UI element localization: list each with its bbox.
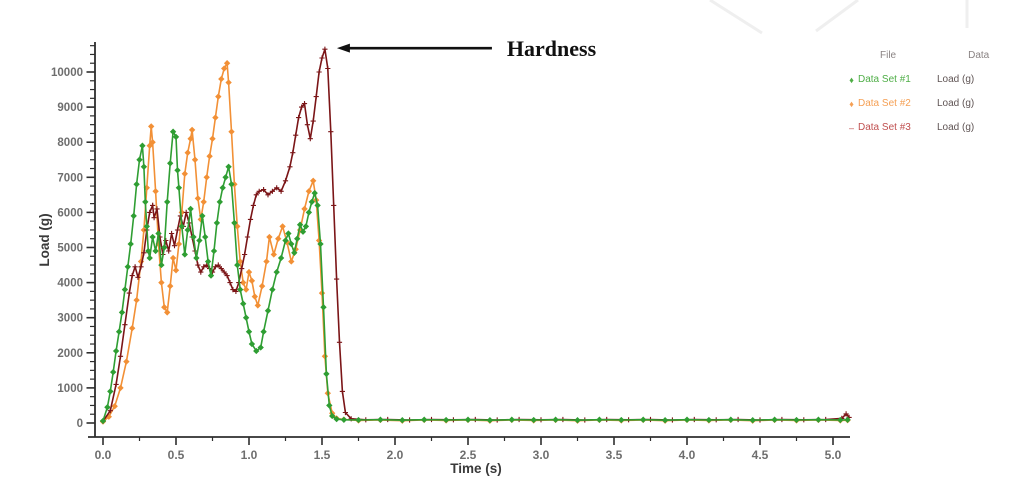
series-line-1[interactable] — [102, 129, 848, 422]
y-tick-label: 10000 — [51, 67, 83, 79]
y-axis-label: Load (g) — [37, 213, 52, 266]
x-tick-label: 4.0 — [679, 448, 696, 462]
legend-headers: File Data — [845, 50, 1023, 62]
legend-file-name: Data Set #1 — [858, 74, 911, 85]
x-axis-label: Time (s) — [450, 461, 502, 476]
x-tick-label: 4.5 — [752, 448, 769, 462]
legend-file-name: Data Set #3 — [858, 122, 911, 133]
x-tick-label: 1.0 — [241, 448, 258, 462]
y-tick-label: 9000 — [57, 102, 83, 114]
x-tick-label: 2.0 — [387, 448, 404, 462]
series-markers-1 — [99, 128, 851, 425]
series-3-marker-icon: – — [848, 123, 854, 133]
legend-file-name: Data Set #2 — [858, 98, 911, 109]
y-tick-label: 3000 — [57, 313, 83, 325]
x-tick-label: 0.0 — [95, 448, 112, 462]
y-tick-label: 4000 — [57, 278, 83, 290]
legend-data-name: Load (g) — [937, 122, 975, 133]
legend-column-data: Data — [968, 50, 990, 61]
x-tick-label: 5.0 — [825, 448, 842, 462]
x-tick-label: 1.5 — [314, 448, 331, 462]
y-tick-label: 1000 — [57, 383, 83, 395]
legend-item-data-set-1[interactable]: ♦ Data Set #1 Load (g) — [845, 68, 1023, 92]
y-tick-label: 6000 — [57, 207, 83, 219]
x-tick-label: 2.5 — [460, 448, 477, 462]
y-tick-label: 7000 — [57, 172, 83, 184]
x-tick-label: 3.0 — [533, 448, 550, 462]
x-tick-label: 0.5 — [168, 448, 185, 462]
legend-data-name: Load (g) — [937, 74, 975, 85]
annotation-arrowhead-icon — [336, 43, 350, 53]
y-tick-label: 5000 — [57, 243, 83, 255]
annotation-label: Hardness — [507, 36, 597, 61]
legend: File Data ♦ Data Set #1 Load (g) ♦ Data … — [845, 50, 1023, 140]
y-tick-label: 2000 — [57, 348, 83, 360]
legend-column-file: File — [880, 50, 897, 61]
y-tick-label: 8000 — [57, 137, 83, 149]
series-markers-3 — [100, 46, 852, 424]
legend-data-name: Load (g) — [937, 98, 975, 109]
series-markers-2 — [99, 60, 851, 425]
y-tick-label: 0 — [77, 418, 83, 430]
watermark-lines — [709, 0, 969, 35]
series-1-marker-icon: ♦ — [849, 75, 854, 85]
x-tick-label: 3.5 — [606, 448, 623, 462]
series-2-marker-icon: ♦ — [849, 99, 854, 109]
legend-item-data-set-2[interactable]: ♦ Data Set #2 Load (g) — [845, 92, 1023, 116]
legend-item-data-set-3[interactable]: – Data Set #3 Load (g) — [845, 116, 1023, 140]
